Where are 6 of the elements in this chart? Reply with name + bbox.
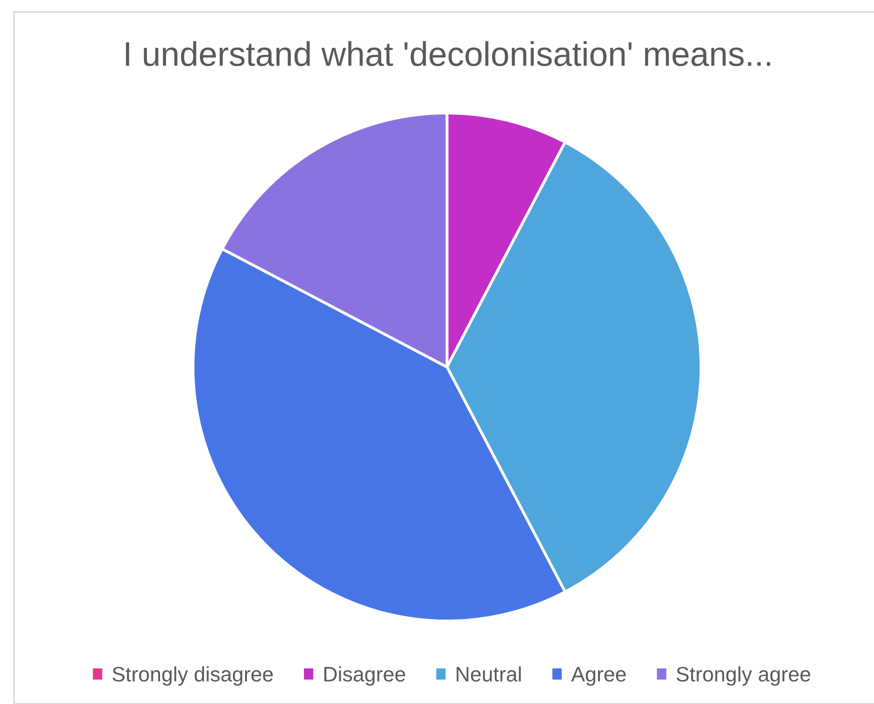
- legend-label: Disagree: [324, 666, 406, 686]
- chart-title: I understand what 'decolonisation' means...: [126, 41, 770, 66]
- legend-label: Neutral: [456, 666, 521, 682]
- legend-label: Strongly disagree: [112, 666, 273, 686]
- legend-label: Agree: [571, 667, 626, 686]
- legend-label: Strongly agree: [676, 666, 810, 686]
